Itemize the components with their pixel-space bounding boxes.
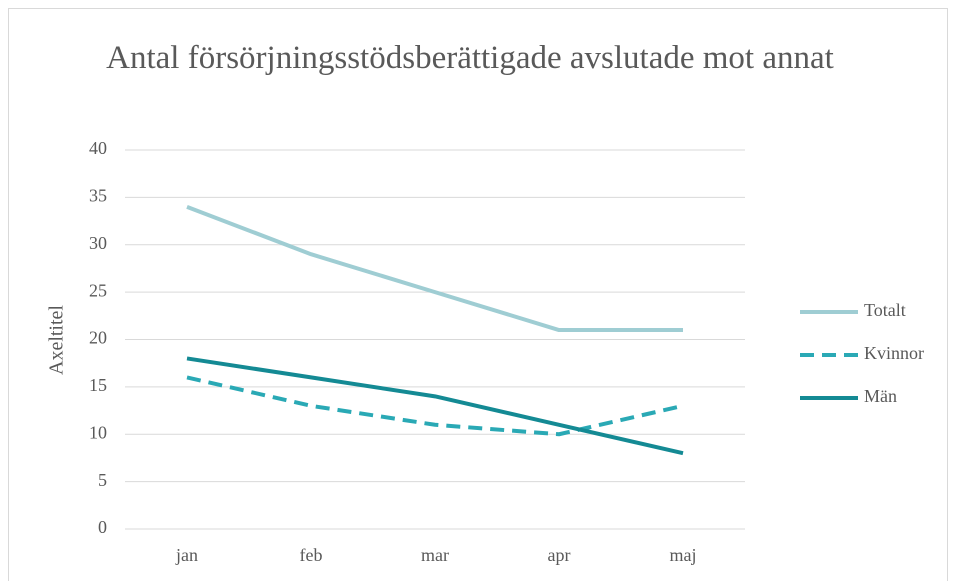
chart-title: Antal försörjningsstödsberättigade avslu… xyxy=(106,40,834,76)
y-tick-label: 0 xyxy=(98,517,107,537)
series-line xyxy=(186,204,683,333)
y-tick-label: 30 xyxy=(89,233,107,253)
y-tick-label: 20 xyxy=(89,328,107,348)
x-tick-label: maj xyxy=(670,545,697,565)
series-line xyxy=(186,375,684,437)
series-line xyxy=(186,356,684,456)
y-tick-label: 25 xyxy=(89,280,107,300)
y-tick-label: 40 xyxy=(89,138,107,158)
y-tick-label: 15 xyxy=(89,375,107,395)
y-tick-label: 5 xyxy=(98,470,107,490)
x-tick-label: mar xyxy=(421,545,449,565)
x-tick-label: jan xyxy=(175,545,198,565)
y-axis-title: Axeltitel xyxy=(46,305,68,375)
x-tick-label: feb xyxy=(300,545,323,565)
y-tick-label: 10 xyxy=(89,422,107,442)
x-tick-label: apr xyxy=(548,545,571,565)
legend-label: Kvinnor xyxy=(864,343,924,363)
legend-label: Män xyxy=(864,386,897,406)
y-tick-label: 35 xyxy=(89,186,107,206)
legend-label: Totalt xyxy=(864,300,906,320)
chart-frame xyxy=(8,8,948,581)
